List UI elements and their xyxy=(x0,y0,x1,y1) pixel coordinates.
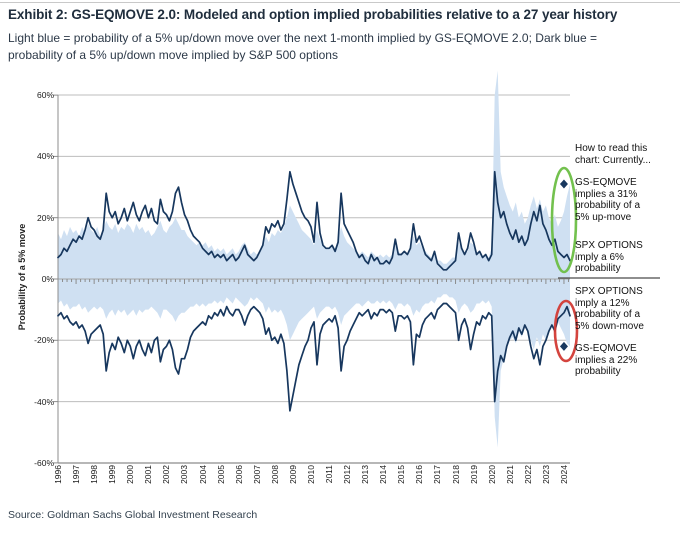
eqmove-band xyxy=(58,70,570,448)
x-tick-label: 2004 xyxy=(197,465,208,484)
x-tick-label: 2020 xyxy=(486,465,497,484)
x-tick-label: 2018 xyxy=(450,465,461,484)
x-tick-label: 2008 xyxy=(269,465,280,484)
y-tick-label: -60% xyxy=(34,457,54,468)
y-tick-label: 20% xyxy=(36,212,54,223)
y-tick-label: 0% xyxy=(41,274,54,284)
x-tick-label: 1999 xyxy=(107,465,118,484)
x-tick-label: 2023 xyxy=(540,465,551,484)
y-tick-label: 40% xyxy=(36,151,54,162)
green-highlight-ellipse xyxy=(550,166,578,274)
exhibit-title: Exhibit 2: GS-EQMOVE 2.0: Modeled and op… xyxy=(8,7,618,22)
x-tick-label: 2009 xyxy=(287,465,298,484)
x-tick-label: 2011 xyxy=(324,465,335,484)
annotation-how-to-read: How to read this chart: Currently... xyxy=(575,143,651,166)
source-credit: Source: Goldman Sachs Global Investment … xyxy=(8,509,258,521)
x-tick-label: 2022 xyxy=(522,465,533,484)
annotation-eqmove-down: GS-EQMOVE implies a 22% probability xyxy=(575,343,638,377)
x-tick-label: 2000 xyxy=(125,465,136,484)
spx-lower-line xyxy=(57,302,571,412)
x-tick-label: 2017 xyxy=(432,465,443,484)
y-tick-label: 60% xyxy=(36,90,54,101)
x-tick-label: 2006 xyxy=(233,465,244,484)
x-tick-label: 1997 xyxy=(71,465,82,484)
x-tick-label: 2007 xyxy=(251,465,262,484)
annotation-spx-options-up: SPX OPTIONS imply a 6% probability xyxy=(575,240,643,274)
y-tick-label: -40% xyxy=(34,396,54,407)
x-tick-label: 2001 xyxy=(143,465,154,484)
x-tick-label: 2012 xyxy=(342,465,353,484)
spx-upper-line xyxy=(57,170,571,271)
x-tick-label: 2019 xyxy=(468,465,479,484)
subtitle-line1: Light blue = probability of a 5% up/down… xyxy=(8,31,597,45)
x-tick-label: 1998 xyxy=(89,465,100,484)
x-tick-label: 2010 xyxy=(305,465,316,484)
x-tick-label: 2024 xyxy=(558,465,569,484)
x-tick-label: 2016 xyxy=(414,465,425,484)
red-highlight-ellipse xyxy=(553,299,579,363)
subtitle-line2: probability of a 5% up/down move implied… xyxy=(8,48,338,62)
y-tick-label: -20% xyxy=(34,335,54,346)
x-tick-label: 2013 xyxy=(360,465,371,484)
x-tick-label: 2003 xyxy=(179,465,190,484)
x-tick-label: 1996 xyxy=(53,465,63,484)
x-tick-label: 2002 xyxy=(161,465,172,484)
x-tick-label: 2014 xyxy=(378,465,389,484)
x-tick-label: 2015 xyxy=(396,465,407,484)
annotation-spx-options-down: SPX OPTIONS imply a 12% probability of a… xyxy=(575,286,644,332)
top-divider xyxy=(0,2,680,3)
eqmove-down-diamond-marker xyxy=(559,341,568,351)
eqmove-up-diamond-marker xyxy=(559,179,568,189)
x-tick-label: 2021 xyxy=(504,465,515,484)
annotation-eqmove-up: GS-EQMOVE implies a 31% probability of a… xyxy=(575,177,641,223)
x-tick-label: 2005 xyxy=(215,465,226,484)
